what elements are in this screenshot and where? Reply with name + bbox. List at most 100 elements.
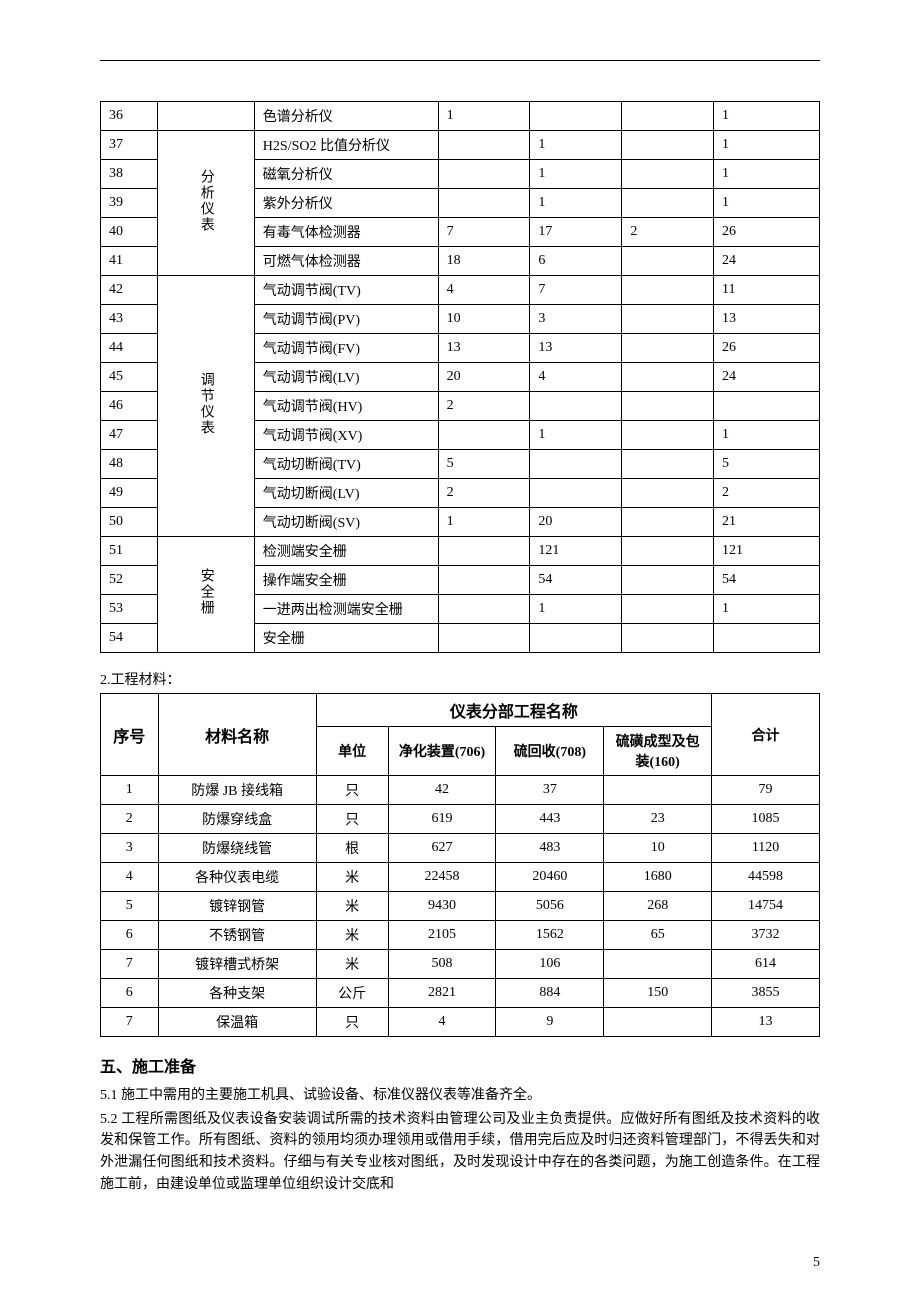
paragraph-5-2: 5.2 工程所需图纸及仪表设备安装调试所需的技术资料由管理公司及业主负责提供。应… (100, 1109, 820, 1196)
item-name: 可燃气体检测器 (254, 247, 438, 276)
cell-n: 2 (101, 805, 159, 834)
cell-c3 (622, 276, 714, 305)
col-c1: 净化装置(706) (388, 727, 496, 776)
cell-total: 121 (714, 537, 820, 566)
cell-unit: 米 (316, 892, 388, 921)
cell-c1: 2105 (388, 921, 496, 950)
cell-c1: 20 (438, 363, 530, 392)
cell-total: 24 (714, 363, 820, 392)
cell-c3: 23 (604, 805, 712, 834)
table-row: 6各种支架公斤28218841503855 (101, 979, 820, 1008)
cell-c2: 13 (530, 334, 622, 363)
cell-c1: 22458 (388, 863, 496, 892)
table-row: 5镀锌钢管米9430505626814754 (101, 892, 820, 921)
table-row: 7镀锌槽式桥架米508106614 (101, 950, 820, 979)
materials-table: 序号 材料名称 仪表分部工程名称 合计 单位 净化装置(706) 硫回收(708… (100, 693, 820, 1037)
group-label: 调节仪表 (196, 372, 216, 436)
item-name: 紫外分析仪 (254, 189, 438, 218)
cell-c3 (622, 102, 714, 131)
col-seq: 序号 (101, 694, 159, 776)
item-name: 气动调节阀(TV) (254, 276, 438, 305)
item-name: 气动调节阀(LV) (254, 363, 438, 392)
item-name: 气动调节阀(PV) (254, 305, 438, 334)
cell-c1: 10 (438, 305, 530, 334)
cell-n: 7 (101, 950, 159, 979)
cell-c3 (604, 1008, 712, 1037)
cell-total: 44598 (712, 863, 820, 892)
cell-c1 (438, 537, 530, 566)
cell-c3 (622, 537, 714, 566)
cell-total: 1 (714, 160, 820, 189)
cell-c1: 4 (438, 276, 530, 305)
cell-c2: 5056 (496, 892, 604, 921)
cell-c1: 13 (438, 334, 530, 363)
cell-total: 1 (714, 189, 820, 218)
cell-c1 (438, 131, 530, 160)
cell-c3: 10 (604, 834, 712, 863)
table-row: 7保温箱只4913 (101, 1008, 820, 1037)
cell-total (714, 392, 820, 421)
item-name: 安全栅 (254, 624, 438, 653)
cell-name: 不锈钢管 (158, 921, 316, 950)
table-row: 6不锈钢管米21051562653732 (101, 921, 820, 950)
group-cell (157, 102, 254, 131)
cell-c3 (604, 950, 712, 979)
item-name: 检测端安全栅 (254, 537, 438, 566)
cell-c3 (622, 160, 714, 189)
cell-total: 1 (714, 131, 820, 160)
cell-c2: 106 (496, 950, 604, 979)
cell-c2: 20 (530, 508, 622, 537)
cell-c3 (622, 595, 714, 624)
group-label: 分析仪表 (196, 169, 216, 233)
cell-c2: 884 (496, 979, 604, 1008)
table-row: 37分析仪表H2S/SO2 比值分析仪11 (101, 131, 820, 160)
cell-total: 26 (714, 218, 820, 247)
table-row: 36色谱分析仪11 (101, 102, 820, 131)
row-number: 49 (101, 479, 158, 508)
cell-c3 (622, 305, 714, 334)
cell-name: 镀锌钢管 (158, 892, 316, 921)
cell-unit: 只 (316, 1008, 388, 1037)
cell-unit: 米 (316, 921, 388, 950)
cell-total: 1085 (712, 805, 820, 834)
cell-total: 1 (714, 595, 820, 624)
row-number: 40 (101, 218, 158, 247)
equipment-table: 36色谱分析仪1137分析仪表H2S/SO2 比值分析仪1138磁氧分析仪113… (100, 101, 820, 653)
cell-unit: 公斤 (316, 979, 388, 1008)
cell-c1: 5 (438, 450, 530, 479)
cell-unit: 根 (316, 834, 388, 863)
cell-total: 3732 (712, 921, 820, 950)
cell-c1: 1 (438, 508, 530, 537)
cell-c2: 17 (530, 218, 622, 247)
row-number: 48 (101, 450, 158, 479)
cell-total: 1 (714, 421, 820, 450)
cell-c3: 2 (622, 218, 714, 247)
table-row: 2防爆穿线盒只619443231085 (101, 805, 820, 834)
cell-unit: 米 (316, 950, 388, 979)
table-row: 1防爆 JB 接线箱只423779 (101, 776, 820, 805)
cell-c2 (530, 624, 622, 653)
item-name: 有毒气体检测器 (254, 218, 438, 247)
cell-total: 54 (714, 566, 820, 595)
cell-c2: 37 (496, 776, 604, 805)
cell-c3 (622, 624, 714, 653)
cell-total: 2 (714, 479, 820, 508)
cell-c1 (438, 566, 530, 595)
cell-c2 (530, 102, 622, 131)
item-name: 气动切断阀(TV) (254, 450, 438, 479)
cell-unit: 米 (316, 863, 388, 892)
cell-total: 614 (712, 950, 820, 979)
cell-total: 5 (714, 450, 820, 479)
cell-c1 (438, 421, 530, 450)
materials-label: 2.工程材料： (100, 669, 820, 689)
cell-c2: 54 (530, 566, 622, 595)
cell-c2: 1 (530, 160, 622, 189)
cell-total: 1 (714, 102, 820, 131)
cell-c1: 2821 (388, 979, 496, 1008)
cell-c1: 7 (438, 218, 530, 247)
col-c2: 硫回收(708) (496, 727, 604, 776)
item-name: 气动调节阀(FV) (254, 334, 438, 363)
group-cell: 调节仪表 (157, 276, 254, 537)
group-cell: 安全栅 (157, 537, 254, 653)
cell-total (714, 624, 820, 653)
